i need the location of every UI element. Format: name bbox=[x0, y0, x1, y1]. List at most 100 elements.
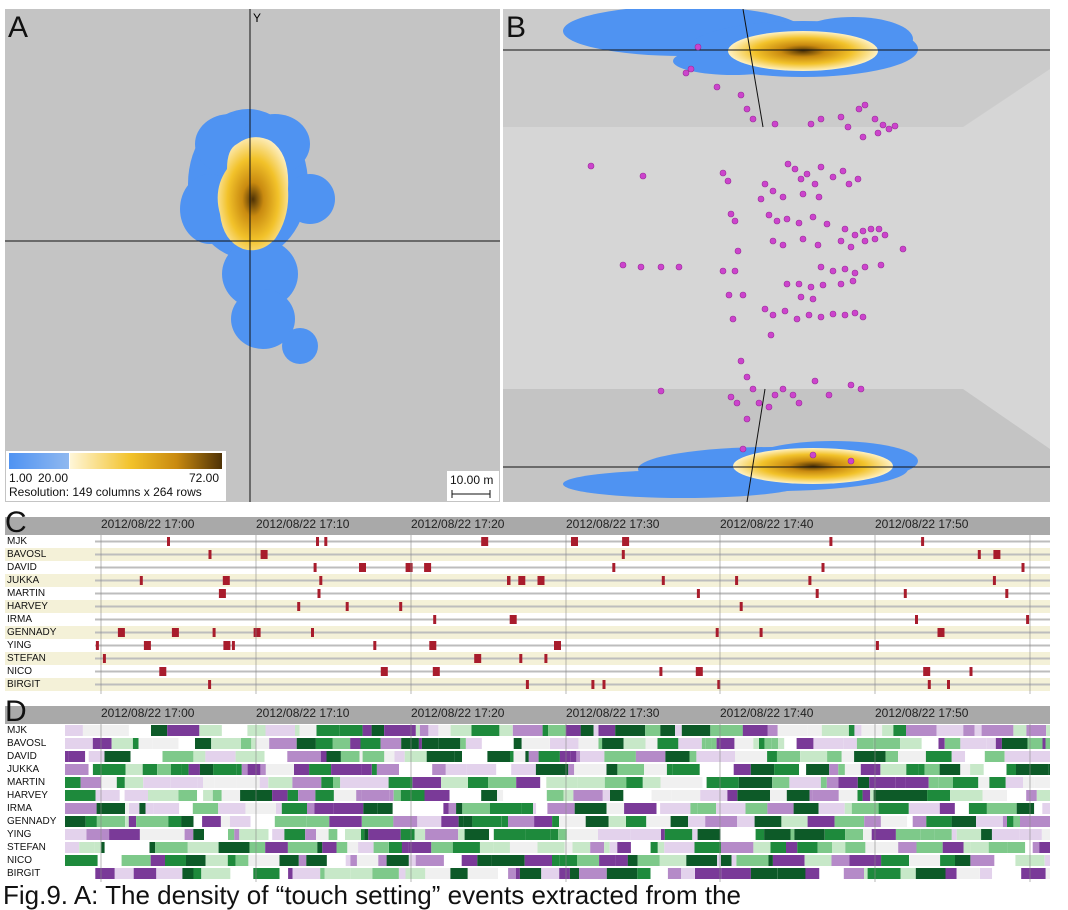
state-segment bbox=[515, 868, 520, 879]
state-segment bbox=[672, 764, 700, 775]
state-segment bbox=[425, 868, 451, 879]
state-segment bbox=[151, 725, 168, 736]
state-segment bbox=[660, 803, 691, 814]
state-segment bbox=[521, 738, 550, 749]
state-segment bbox=[558, 829, 567, 840]
state-segment bbox=[274, 816, 307, 827]
state-segment bbox=[187, 842, 219, 853]
state-segment bbox=[912, 816, 927, 827]
state-segment bbox=[287, 751, 308, 762]
state-segment bbox=[199, 764, 214, 775]
state-segment bbox=[170, 777, 198, 788]
event-mark bbox=[405, 563, 413, 572]
state-segment bbox=[167, 725, 200, 736]
state-segment bbox=[580, 751, 605, 762]
state-segment bbox=[493, 829, 526, 840]
state-segment bbox=[1027, 738, 1043, 749]
state-segment bbox=[1045, 868, 1050, 879]
event-mark bbox=[95, 641, 99, 650]
state-segment bbox=[552, 855, 560, 866]
event-mark bbox=[735, 576, 739, 585]
row-label: DAVID bbox=[7, 562, 37, 573]
event-mark bbox=[947, 680, 950, 689]
state-segment bbox=[65, 764, 89, 775]
state-segment bbox=[626, 777, 643, 788]
event-mark bbox=[373, 641, 377, 650]
state-segment bbox=[362, 777, 389, 788]
legend-min: 1.00 bbox=[9, 471, 33, 485]
state-segment bbox=[689, 751, 697, 762]
state-segment bbox=[259, 777, 269, 788]
state-segment bbox=[626, 816, 647, 827]
state-segment bbox=[806, 764, 830, 775]
row-label: GENNADY bbox=[7, 816, 57, 827]
state-segment bbox=[479, 842, 494, 853]
state-segment bbox=[380, 738, 402, 749]
state-segment bbox=[265, 764, 294, 775]
state-segment bbox=[623, 790, 635, 801]
state-segment bbox=[984, 751, 1005, 762]
state-segment bbox=[136, 816, 169, 827]
state-segment bbox=[609, 842, 618, 853]
event-mark bbox=[433, 615, 437, 624]
state-segment bbox=[378, 855, 387, 866]
state-segment bbox=[417, 816, 442, 827]
state-segment bbox=[978, 777, 990, 788]
state-segment bbox=[841, 751, 854, 762]
density-bottom-core bbox=[733, 448, 893, 484]
state-segment bbox=[573, 790, 603, 801]
state-segment bbox=[1020, 816, 1050, 827]
state-segment bbox=[989, 777, 1006, 788]
state-segment bbox=[96, 803, 126, 814]
state-segment bbox=[460, 738, 466, 749]
state-segment bbox=[493, 842, 510, 853]
density-map-panel-a: A Y 1.00 20.00 72.00 Resolution: 149 col… bbox=[5, 9, 500, 502]
state-segment bbox=[65, 725, 83, 736]
state-segment bbox=[260, 764, 266, 775]
state-segment bbox=[525, 829, 546, 840]
row-label: BAVOSL bbox=[7, 549, 47, 560]
state-segment bbox=[121, 855, 151, 866]
state-segment bbox=[197, 790, 204, 801]
state-segment bbox=[606, 764, 618, 775]
state-segment bbox=[1006, 764, 1016, 775]
state-segment bbox=[906, 725, 937, 736]
state-segment bbox=[606, 803, 625, 814]
state-segment bbox=[299, 725, 317, 736]
state-segment bbox=[564, 842, 573, 853]
state-segment bbox=[745, 777, 773, 788]
event-mark bbox=[993, 550, 1001, 559]
state-segment bbox=[995, 738, 1002, 749]
state-segment bbox=[849, 855, 882, 866]
state-segment bbox=[717, 855, 721, 866]
state-segment bbox=[832, 842, 846, 853]
state-segment bbox=[295, 725, 300, 736]
state-segment bbox=[752, 829, 756, 840]
state-segment bbox=[464, 829, 490, 840]
state-segment bbox=[129, 803, 140, 814]
state-segment bbox=[821, 725, 849, 736]
state-segment bbox=[525, 751, 529, 762]
state-segment bbox=[467, 868, 499, 879]
state-segment bbox=[269, 738, 297, 749]
state-segment bbox=[236, 777, 260, 788]
state-segment bbox=[610, 790, 624, 801]
state-segment bbox=[97, 855, 122, 866]
state-segment bbox=[793, 803, 819, 814]
state-segment bbox=[819, 868, 844, 879]
state-segment bbox=[109, 829, 140, 840]
state-segment bbox=[1016, 803, 1035, 814]
state-segment bbox=[316, 829, 329, 840]
state-segment bbox=[119, 790, 125, 801]
state-segment bbox=[149, 842, 156, 853]
state-segment bbox=[615, 855, 628, 866]
state-segment bbox=[697, 803, 717, 814]
row-label: MJK bbox=[7, 536, 27, 547]
state-segment bbox=[377, 803, 393, 814]
state-segment bbox=[843, 868, 864, 879]
event-mark bbox=[313, 563, 317, 572]
state-segment bbox=[255, 855, 280, 866]
state-segment bbox=[292, 868, 321, 879]
event-mark bbox=[167, 537, 170, 546]
state-segment bbox=[538, 751, 560, 762]
